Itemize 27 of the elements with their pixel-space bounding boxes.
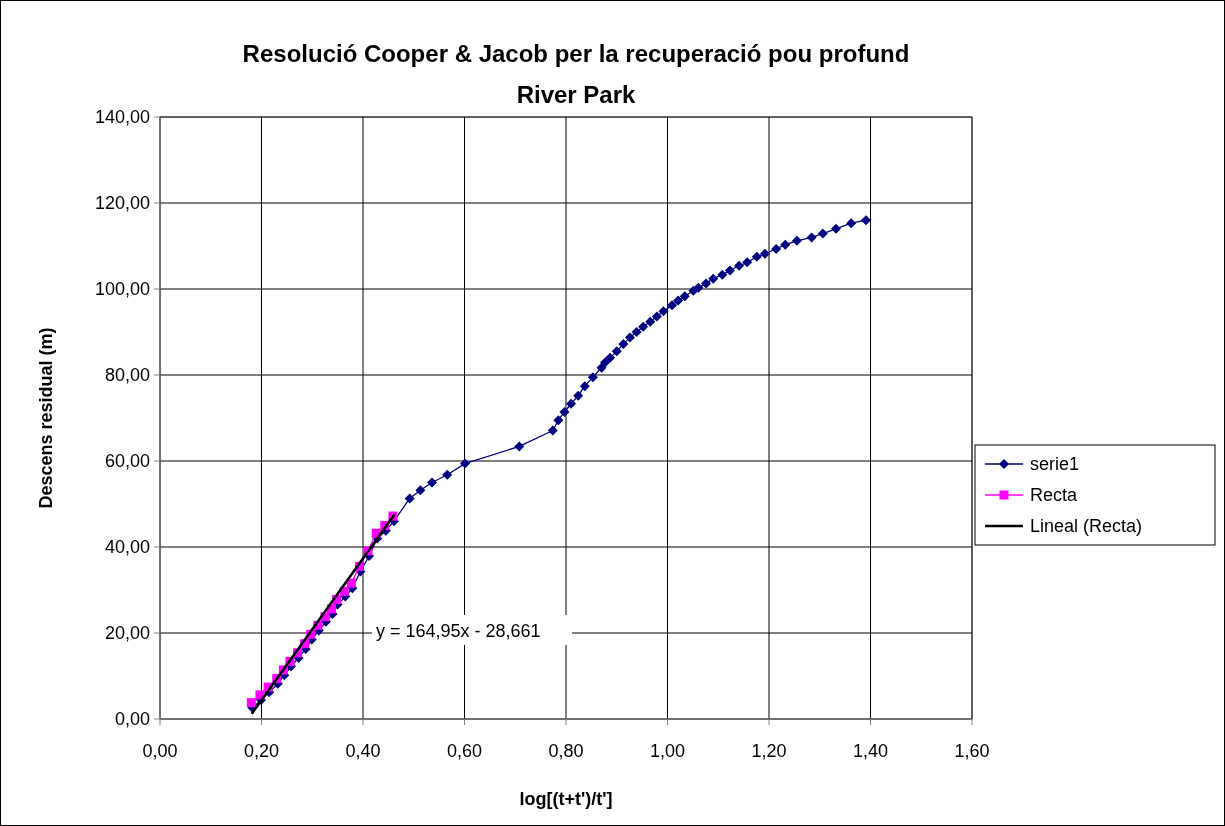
chart-subtitle: River Park — [516, 81, 637, 108]
x-tick-label: 1,40 — [852, 741, 889, 761]
x-tick-label: 0,60 — [446, 741, 483, 761]
x-tick-label: 0,80 — [548, 741, 584, 761]
x-tick-label: 1,20 — [751, 741, 787, 761]
point — [346, 578, 356, 588]
y-tick-label: 80,00 — [104, 365, 150, 386]
y-tick-label: 60,00 — [104, 451, 150, 472]
x-tick-label: 0,40 — [345, 741, 381, 761]
x-axis-title: log[(t+t')/t'] — [519, 789, 613, 809]
x-tick-label: 0,00 — [142, 741, 178, 761]
y-tick-label: 100,00 — [94, 279, 150, 300]
legend-label: Recta — [1030, 485, 1079, 506]
x-tick-label: 1,00 — [649, 741, 686, 761]
y-tick-label: 120,00 — [94, 193, 150, 214]
annotation: y = 164,95x - 28,661 — [376, 621, 541, 642]
x-tick-label: 0,20 — [243, 741, 280, 761]
y-tick-label: 0,00 — [114, 709, 150, 730]
point — [246, 698, 256, 708]
legend-label: serie1 — [1030, 454, 1080, 475]
legend-label: Lineal (Recta) — [1030, 516, 1143, 537]
chart-title: Resolució Cooper & Jacob per la recuperació pou profund — [242, 40, 910, 67]
y-tick-label: 20,00 — [104, 623, 150, 644]
y-tick-label: 140,00 — [94, 107, 150, 128]
y-tick-label: 40,00 — [104, 537, 150, 558]
x-tick-label: 1,60 — [954, 741, 990, 761]
y-axis-title: Descens residual (m) — [36, 327, 56, 509]
